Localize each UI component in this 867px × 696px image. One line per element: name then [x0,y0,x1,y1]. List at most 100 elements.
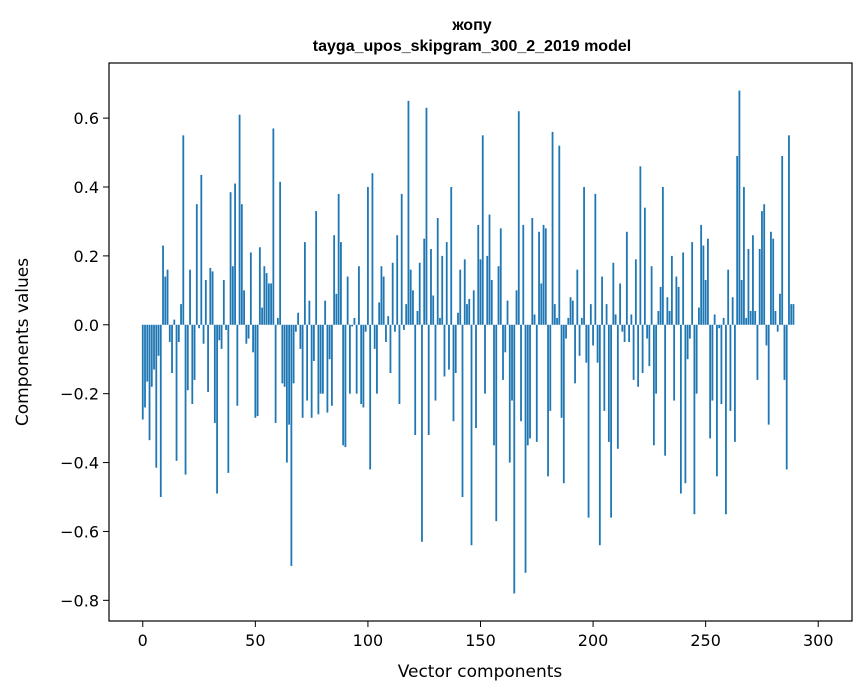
bar-109 [387,316,390,325]
bar-264 [736,156,739,325]
bar-131 [436,218,439,325]
bar-51 [256,324,259,417]
bar-135 [445,242,448,325]
bar-96 [358,266,360,325]
bar-2 [146,324,149,382]
bar-271 [752,235,754,325]
bar-278 [767,324,770,425]
bar-108 [385,324,387,342]
bar-262 [731,297,734,325]
bar-130 [434,324,437,401]
bar-22 [191,324,194,404]
bar-18 [182,135,185,325]
bar-178 [542,224,545,325]
bar-245 [693,324,696,515]
bar-147 [472,290,475,325]
x-tick-label: 250 [690,631,721,650]
bar-123 [418,262,421,325]
bar-171 [526,324,529,446]
bar-213 [621,324,624,332]
y-axis-ticks: −0.8 −0.6 −0.4 −0.2 0.0 0.2 0.4 0.6 [60,109,109,610]
bar-196 [583,187,585,325]
bar-24 [195,204,198,325]
bar-13 [171,324,173,373]
bar-142 [461,324,464,497]
x-tick-label: 50 [245,631,265,650]
bar-169 [522,224,525,325]
bar-287 [788,135,790,325]
bar-126 [425,107,428,325]
bar-91 [346,276,349,325]
bar-184 [556,317,558,325]
bar-33 [216,324,218,494]
bar-227 [652,324,655,446]
bar-253 [711,324,714,401]
bar-254 [713,314,716,325]
bar-68 [294,324,297,332]
bar-47 [247,324,250,339]
bar-71 [301,324,304,418]
bar-261 [729,324,732,411]
bar-277 [765,324,768,346]
chart-subtitle: tayga_upos_skipgram_300_2_2019 model [313,38,631,55]
bar-240 [682,252,685,325]
bar-195 [580,317,583,325]
bar-70 [299,324,302,349]
bar-114 [398,324,401,404]
bar-188 [565,324,567,339]
bar-29 [207,324,209,392]
bar-255 [716,324,718,477]
bar-0 [141,324,144,420]
bar-44 [240,204,243,325]
bar-243 [688,324,691,339]
bar-176 [538,231,540,325]
bar-112 [394,324,396,332]
bar-150 [479,259,482,325]
bar-118 [407,100,410,325]
y-axis-label: Components values [13,258,33,426]
bar-149 [477,224,480,325]
bar-234 [668,311,671,325]
bar-87 [337,193,340,325]
bar-52 [258,247,261,325]
bar-244 [691,242,694,325]
bar-181 [549,324,552,411]
bar-217 [630,314,633,325]
bar-214 [623,324,626,342]
bar-247 [698,307,700,325]
bar-216 [628,324,630,342]
bar-105 [378,302,381,325]
bar-203 [598,324,601,546]
bar-141 [459,269,462,325]
bar-79 [319,324,322,394]
bar-151 [481,135,484,325]
bar-67 [292,324,295,384]
bar-55 [265,273,268,325]
bar-137 [450,187,453,325]
bar-138 [452,324,455,422]
bar-229 [657,311,660,325]
bar-187 [562,324,565,484]
bar-88 [340,242,342,325]
bar-116 [403,324,405,330]
bar-168 [520,324,522,422]
bar-16 [177,324,180,342]
bar-83 [328,324,331,360]
bar-210 [614,314,617,325]
bar-206 [605,304,608,325]
bar-61 [279,181,282,325]
bar-54 [263,266,266,325]
bar-19 [184,324,187,475]
bar-8 [159,324,162,497]
bar-100 [367,187,369,325]
chart-title: жопу [451,17,491,34]
bar-3 [148,324,151,441]
bar-156 [493,324,495,446]
bar-167 [517,111,520,325]
bar-281 [774,311,777,325]
bar-189 [567,317,570,325]
bar-65 [288,324,291,425]
bar-204 [601,276,603,325]
bar-17 [180,304,182,325]
bar-97 [360,324,363,404]
